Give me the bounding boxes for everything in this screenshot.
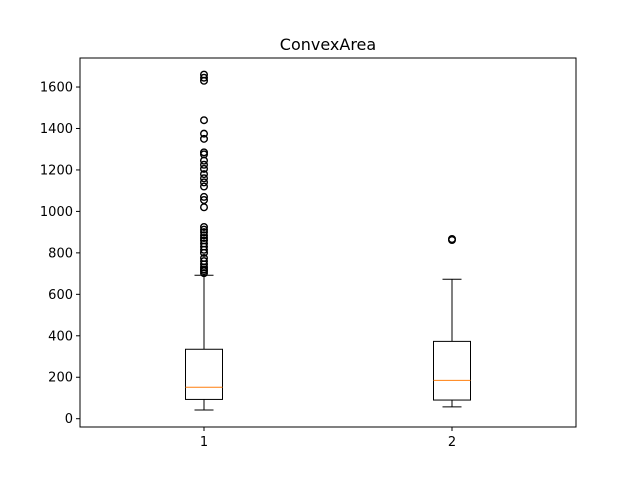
flier-point (199, 164, 208, 173)
flier-point (199, 129, 208, 138)
chart-title: ConvexArea (280, 35, 376, 54)
y-tick-label: 600 (48, 288, 73, 303)
flier-point (199, 231, 208, 240)
flier-point (199, 116, 208, 125)
box-group-1 (185, 70, 223, 411)
y-tick-label: 1600 (40, 81, 73, 96)
box-iqr (433, 340, 471, 401)
box-group-2 (433, 234, 471, 408)
x-tick-label: 1 (200, 435, 208, 450)
flier-point (199, 203, 208, 212)
flier-point (199, 228, 208, 237)
y-tick-label: 1400 (40, 122, 73, 137)
flier-point (199, 160, 208, 169)
flier-point (199, 70, 208, 79)
flier-point (199, 192, 208, 201)
axes-frame (79, 57, 577, 428)
flier-point (199, 182, 208, 191)
flier-point (199, 148, 208, 157)
y-tick-label: 800 (48, 246, 73, 261)
y-tick-label: 1000 (40, 205, 73, 220)
flier-point (199, 239, 208, 248)
flier-point (199, 174, 208, 183)
flier-point (199, 170, 208, 179)
flier-point (199, 134, 208, 143)
flier-point (199, 225, 208, 234)
flier-point (199, 233, 208, 242)
flier-point (199, 254, 208, 263)
y-tick-label: 0 (65, 412, 73, 427)
flier-point (199, 73, 208, 82)
flier-point (199, 236, 208, 245)
flier-point (448, 234, 457, 243)
flier-point (199, 257, 208, 266)
flier-point (199, 222, 208, 231)
y-tick-label: 1200 (40, 163, 73, 178)
flier-point (199, 178, 208, 187)
y-tick-label: 200 (48, 371, 73, 386)
plot-area: 0 200 400 600 800 1000 1200 1400 1600 1 2 (40, 70, 471, 450)
y-tick-label: 400 (48, 329, 73, 344)
flier-point (199, 196, 208, 205)
x-tick-label: 2 (448, 435, 456, 450)
box-iqr (185, 348, 223, 400)
